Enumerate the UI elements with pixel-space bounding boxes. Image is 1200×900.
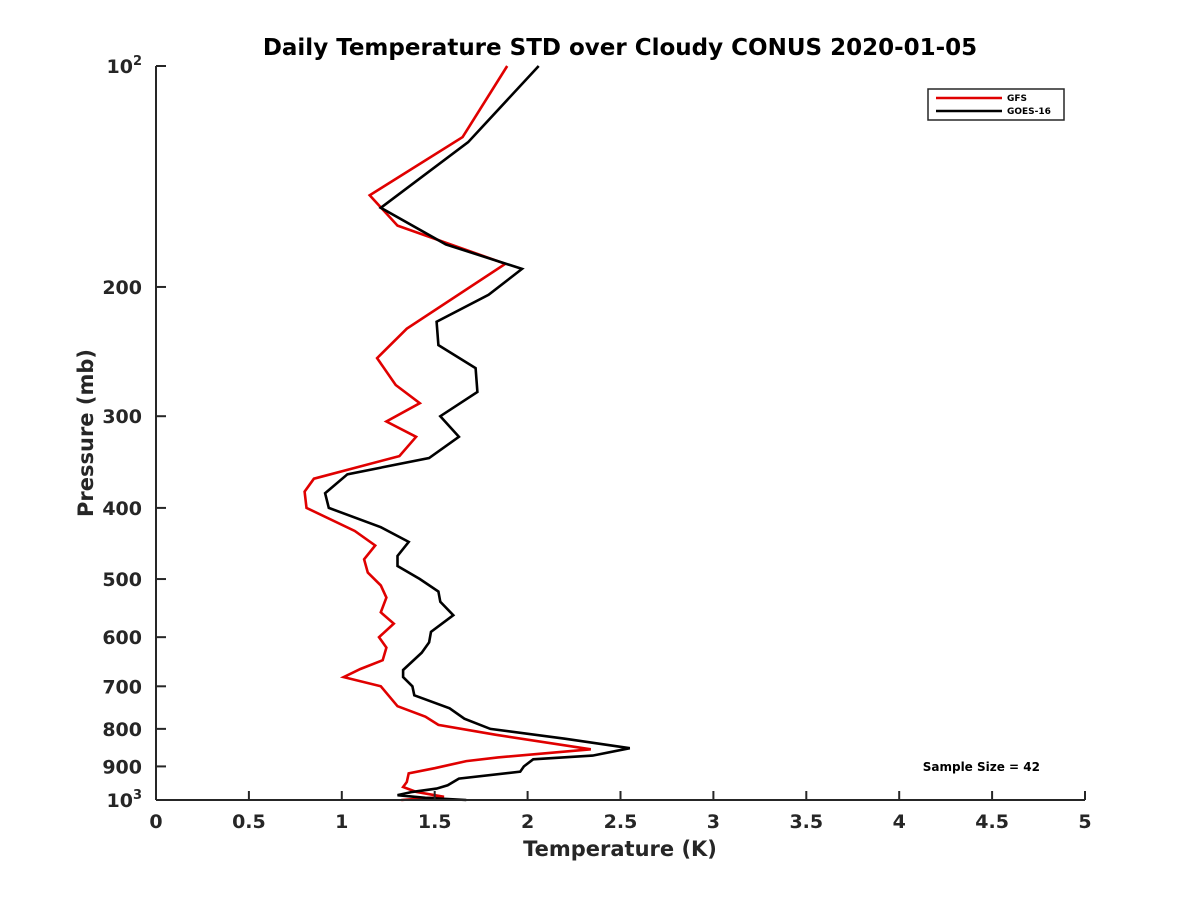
y-tick-label: 400 [102, 498, 142, 520]
y-tick-label: 800 [102, 719, 142, 741]
x-tick-label: 2 [521, 811, 534, 833]
x-tick-label: 3.5 [789, 811, 823, 833]
x-tick-label: 4.5 [975, 811, 1009, 833]
legend[interactable]: GFS GOES-16 [927, 88, 1065, 121]
axes-layer: 0 0.5 1 1.5 2 2.5 3 3.5 4 4.5 5 102 200 300 400 500 600 7… [102, 54, 1091, 833]
y-tick-label: 300 [102, 406, 142, 428]
series-line-goes-16 [323, 65, 631, 802]
legend-box [927, 88, 1065, 121]
y-tick-label: 600 [102, 627, 142, 649]
x-tick-label: 1 [335, 811, 348, 833]
x-axis-label: Temperature (K) [523, 837, 717, 861]
x-tick-label: 1.5 [418, 811, 452, 833]
y-tick-label: 500 [102, 569, 142, 591]
series-line-gfs [303, 65, 591, 802]
y-tick-label: 102 [107, 54, 143, 78]
x-tick-label: 0.5 [232, 811, 266, 833]
series-layer [303, 65, 631, 802]
x-tick-label: 3 [707, 811, 720, 833]
chart-title: Daily Temperature STD over Cloudy CONUS … [263, 35, 977, 61]
x-tick-label: 4 [893, 811, 906, 833]
y-axis-label: Pressure (mb) [74, 349, 98, 517]
sample-size-annotation: Sample Size = 42 [923, 760, 1040, 774]
x-tick-label: 5 [1078, 811, 1091, 833]
y-tick-label: 900 [102, 756, 142, 778]
y-tick-label: 103 [107, 788, 143, 812]
x-tick-label: 2.5 [604, 811, 638, 833]
y-tick-label: 200 [102, 277, 142, 299]
x-tick-label: 0 [149, 811, 162, 833]
legend-label: GOES-16 [1007, 107, 1051, 117]
legend-label: GFS [1007, 94, 1027, 104]
y-tick-label: 700 [102, 676, 142, 698]
